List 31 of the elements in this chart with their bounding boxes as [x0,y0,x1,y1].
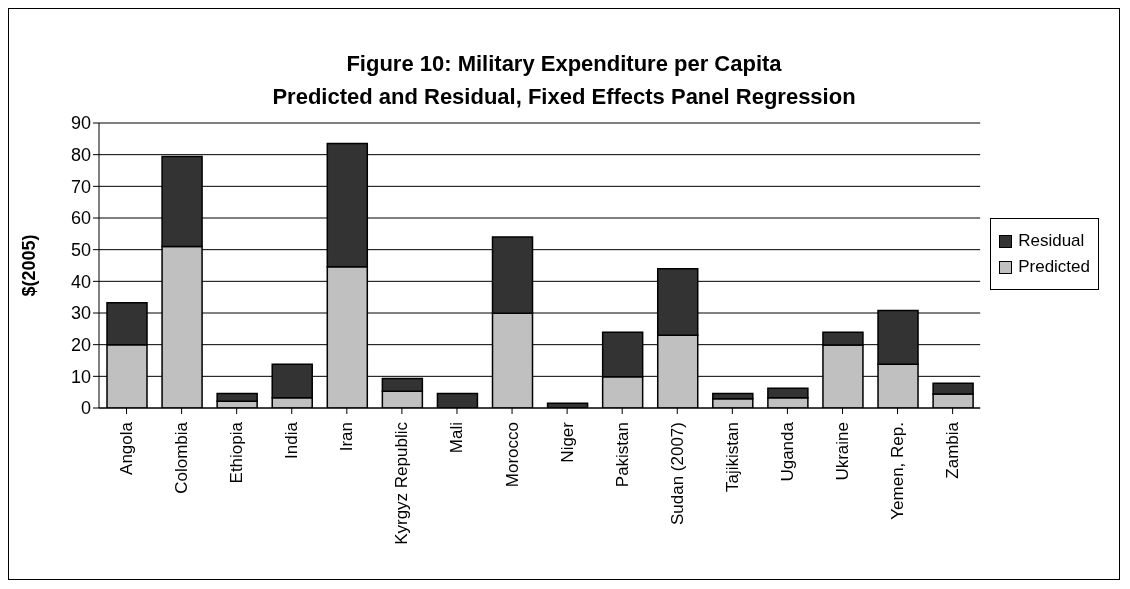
x-tick-label: Ukraine [832,422,852,481]
x-tick-label: Angola [117,421,137,475]
x-tick-label: Mali [447,422,467,454]
x-tick-label: Iran [337,422,357,452]
x-tick-label: Tajikistan [722,422,742,492]
x-tick-label: Morocco [502,422,522,488]
x-tick-label: Uganda [777,421,797,482]
y-tick-label: 40 [70,271,91,292]
y-tick-label: 30 [70,303,91,324]
legend-label: Residual [1018,231,1085,251]
y-tick-label: 90 [70,113,91,134]
y-tick-label: 10 [70,366,91,387]
x-tick-label: Sudan (2007) [667,422,687,526]
x-tick-label: Kyrgyz Republic [392,421,412,545]
y-tick-label: 70 [70,176,91,197]
chart-title: Figure 10: Military Expenditure per Capita Predicted and Residual, Fixed Effects Panel Regression [271,50,857,111]
x-tick-label: Colombia [172,421,192,494]
x-tick-label: Yemen, Rep. [888,422,908,520]
x-tick-label: Pakistan [612,422,632,488]
y-tick-label: 50 [70,240,91,261]
y-tick-label: 80 [70,145,91,166]
y-tick-label: 60 [70,208,91,229]
x-tick-label: Zambia [943,421,963,479]
y-tick-label: 20 [70,335,91,356]
bar [216,392,258,403]
x-tick-label: India [282,421,302,459]
x-tick-label: Niger [557,421,577,463]
y-tick-label: 0 [80,398,91,419]
legend-label: Predicted [1018,257,1090,277]
y-axis-title: $(2005) [19,234,40,297]
x-tick-label: Ethiopia [227,421,247,484]
